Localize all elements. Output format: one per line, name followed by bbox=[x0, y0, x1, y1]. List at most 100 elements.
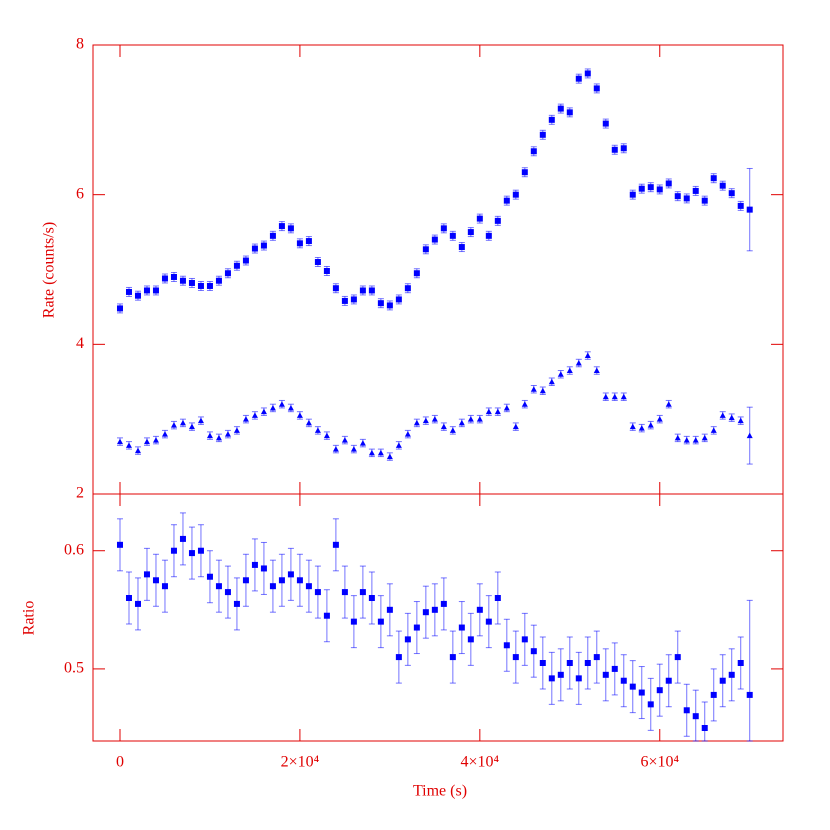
point bbox=[557, 105, 564, 112]
y-tick-label: 0.6 bbox=[64, 541, 84, 558]
point bbox=[125, 288, 132, 295]
point bbox=[269, 232, 276, 239]
point bbox=[134, 292, 141, 299]
point bbox=[701, 434, 708, 441]
point bbox=[233, 427, 240, 433]
y-tick-label: 2 bbox=[76, 485, 84, 502]
point bbox=[116, 541, 123, 548]
point bbox=[593, 654, 600, 661]
point bbox=[602, 671, 609, 678]
point bbox=[521, 636, 528, 643]
point bbox=[638, 689, 645, 696]
point bbox=[440, 423, 447, 430]
point bbox=[377, 618, 384, 625]
point bbox=[413, 624, 420, 631]
point bbox=[548, 675, 555, 682]
point bbox=[170, 273, 177, 280]
point bbox=[287, 571, 294, 578]
point bbox=[467, 416, 474, 422]
point bbox=[683, 195, 690, 202]
y-tick-label: 4 bbox=[76, 335, 84, 352]
point bbox=[215, 434, 222, 441]
point bbox=[296, 240, 303, 247]
point bbox=[494, 595, 501, 601]
point bbox=[377, 449, 384, 456]
point bbox=[611, 146, 618, 153]
point bbox=[314, 259, 321, 266]
point bbox=[161, 275, 168, 282]
point bbox=[503, 197, 510, 204]
point bbox=[422, 417, 429, 424]
point bbox=[647, 422, 654, 428]
point bbox=[287, 404, 294, 411]
point bbox=[125, 595, 132, 601]
point bbox=[476, 416, 483, 422]
point bbox=[539, 387, 546, 394]
point bbox=[458, 624, 465, 631]
point bbox=[278, 577, 285, 584]
point bbox=[404, 636, 411, 643]
point bbox=[260, 408, 267, 415]
point bbox=[323, 612, 330, 619]
point bbox=[485, 618, 492, 625]
point bbox=[314, 427, 321, 433]
point bbox=[665, 180, 672, 187]
point bbox=[197, 282, 204, 289]
point bbox=[296, 577, 303, 584]
point bbox=[737, 660, 744, 666]
point bbox=[431, 606, 438, 613]
y-tick-label: 0.5 bbox=[64, 660, 84, 677]
point bbox=[692, 187, 699, 194]
point bbox=[584, 70, 591, 77]
point bbox=[269, 404, 276, 411]
point bbox=[269, 583, 276, 590]
point bbox=[575, 360, 582, 366]
point bbox=[224, 589, 231, 596]
point bbox=[539, 131, 546, 138]
point bbox=[296, 412, 303, 418]
point bbox=[440, 225, 447, 232]
point bbox=[305, 419, 312, 426]
point bbox=[656, 416, 663, 422]
point bbox=[683, 437, 690, 443]
point bbox=[557, 371, 564, 377]
point bbox=[701, 197, 708, 204]
point bbox=[233, 600, 240, 607]
point bbox=[674, 193, 681, 200]
point bbox=[368, 287, 375, 294]
point bbox=[494, 408, 501, 415]
point bbox=[341, 589, 348, 596]
point bbox=[683, 707, 690, 714]
point bbox=[539, 660, 546, 666]
point bbox=[476, 606, 483, 613]
point bbox=[719, 412, 726, 418]
y-tick-label: 6 bbox=[76, 185, 84, 202]
point bbox=[206, 282, 213, 289]
point bbox=[746, 691, 753, 698]
point bbox=[692, 437, 699, 443]
point bbox=[242, 577, 249, 584]
point bbox=[395, 654, 402, 661]
point bbox=[350, 296, 357, 303]
point bbox=[386, 453, 393, 460]
point bbox=[179, 535, 186, 542]
point bbox=[467, 229, 474, 236]
point bbox=[440, 600, 447, 607]
point bbox=[188, 550, 195, 557]
point bbox=[188, 279, 195, 286]
point bbox=[188, 423, 195, 430]
point bbox=[143, 571, 150, 578]
x-tick-label: 4×10⁴ bbox=[461, 754, 500, 771]
point bbox=[341, 437, 348, 443]
point bbox=[629, 423, 636, 430]
point bbox=[404, 431, 411, 437]
point bbox=[530, 148, 537, 155]
point bbox=[179, 419, 186, 426]
point bbox=[251, 245, 258, 252]
point bbox=[368, 449, 375, 456]
point bbox=[152, 287, 159, 294]
x-tick-label: 6×10⁴ bbox=[640, 754, 679, 771]
point bbox=[359, 440, 366, 446]
point bbox=[647, 701, 654, 708]
